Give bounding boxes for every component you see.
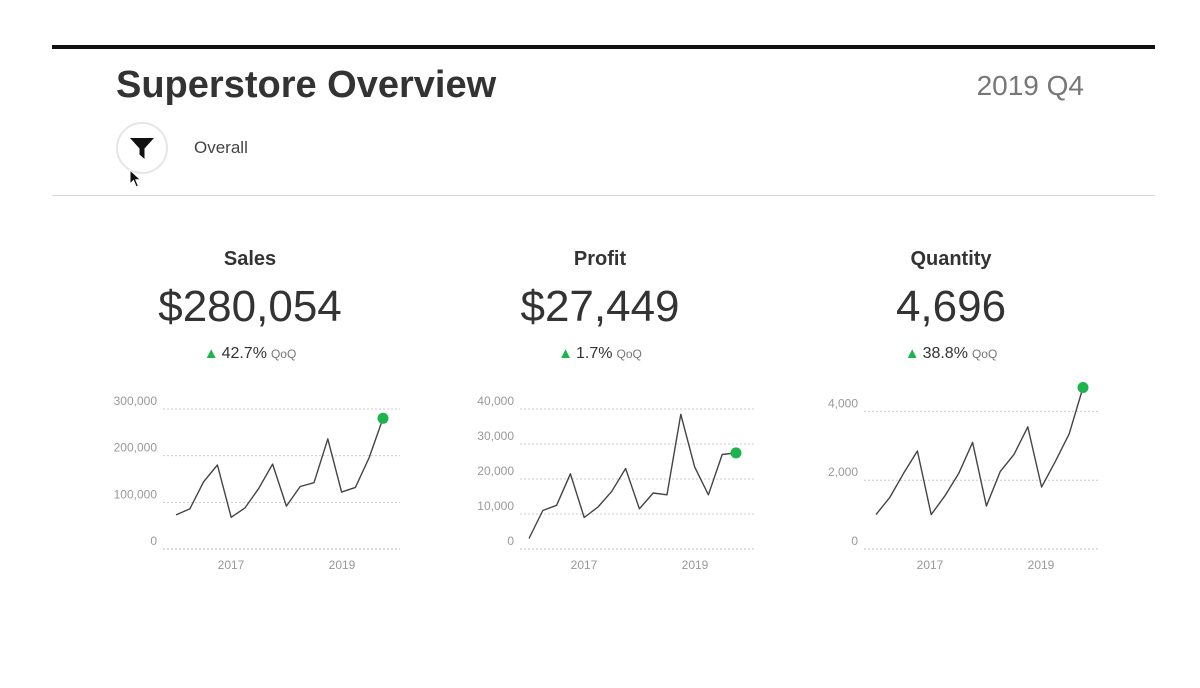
y-tick-label: 200,000 xyxy=(114,441,158,455)
kpi-profit: Profit $27,449 ▲ 1.7% QoQ xyxy=(450,248,750,363)
mouse-cursor-icon xyxy=(129,169,142,188)
kpi-sales: Sales $280,054 ▲ 42.7% QoQ xyxy=(100,248,400,363)
page-title: Superstore Overview xyxy=(116,64,497,106)
kpi-change-value: 1.7% xyxy=(576,345,613,362)
y-tick-label: 30,000 xyxy=(477,429,514,443)
kpi-change: ▲ 42.7% QoQ xyxy=(100,345,400,363)
header-top-rule xyxy=(52,45,1155,49)
x-tick-label: 2019 xyxy=(329,558,356,572)
x-tick-label: 2017 xyxy=(917,558,944,572)
y-tick-label: 20,000 xyxy=(477,464,514,478)
up-triangle-icon: ▲ xyxy=(558,345,574,362)
latest-value-marker[interactable] xyxy=(1077,381,1089,393)
y-tick-label: 4,000 xyxy=(828,396,858,410)
filter-button[interactable] xyxy=(116,122,168,174)
kpi-title: Profit xyxy=(573,248,627,270)
up-triangle-icon: ▲ xyxy=(203,345,219,362)
series-line xyxy=(175,418,384,518)
kpi-change: ▲ 1.7% QoQ xyxy=(450,345,750,363)
x-tick-label: 2019 xyxy=(682,558,709,572)
kpi-change-suffix: QoQ xyxy=(971,347,998,361)
kpi-change-value: 38.8% xyxy=(922,345,968,362)
y-tick-label: 0 xyxy=(507,534,514,548)
x-tick-label: 2017 xyxy=(571,558,598,572)
y-tick-label: 10,000 xyxy=(477,499,514,513)
kpi-title: Sales xyxy=(223,248,277,270)
y-tick-label: 40,000 xyxy=(477,394,514,408)
filter-label: Overall xyxy=(194,138,248,157)
y-tick-label: 0 xyxy=(851,534,858,548)
kpi-title: Quantity xyxy=(910,248,992,270)
series-line xyxy=(528,413,737,539)
kpi-change-suffix: QoQ xyxy=(616,347,642,361)
series-line xyxy=(875,387,1084,516)
period-label: 2019 Q4 xyxy=(976,70,1084,101)
kpi-change-value: 42.7% xyxy=(221,345,267,362)
latest-value-marker[interactable] xyxy=(377,412,389,424)
kpi-quantity: Quantity 4,696 ▲ 38.8% QoQ xyxy=(801,248,1101,363)
y-tick-label: 300,000 xyxy=(114,394,158,408)
latest-value-marker[interactable] xyxy=(730,447,742,459)
kpi-value: $27,449 xyxy=(520,282,680,331)
y-tick-label: 0 xyxy=(150,534,157,548)
kpi-value: 4,696 xyxy=(895,282,1007,331)
kpi-change-suffix: QoQ xyxy=(270,347,297,361)
x-tick-label: 2019 xyxy=(1028,558,1055,572)
y-tick-label: 2,000 xyxy=(828,465,858,479)
x-tick-label: 2017 xyxy=(218,558,245,572)
y-tick-label: 100,000 xyxy=(114,487,158,501)
kpi-value: $280,054 xyxy=(158,282,342,331)
filter-icon xyxy=(130,138,154,159)
up-triangle-icon: ▲ xyxy=(904,345,920,362)
kpi-change: ▲ 38.8% QoQ xyxy=(801,345,1101,363)
header-divider xyxy=(52,195,1155,196)
